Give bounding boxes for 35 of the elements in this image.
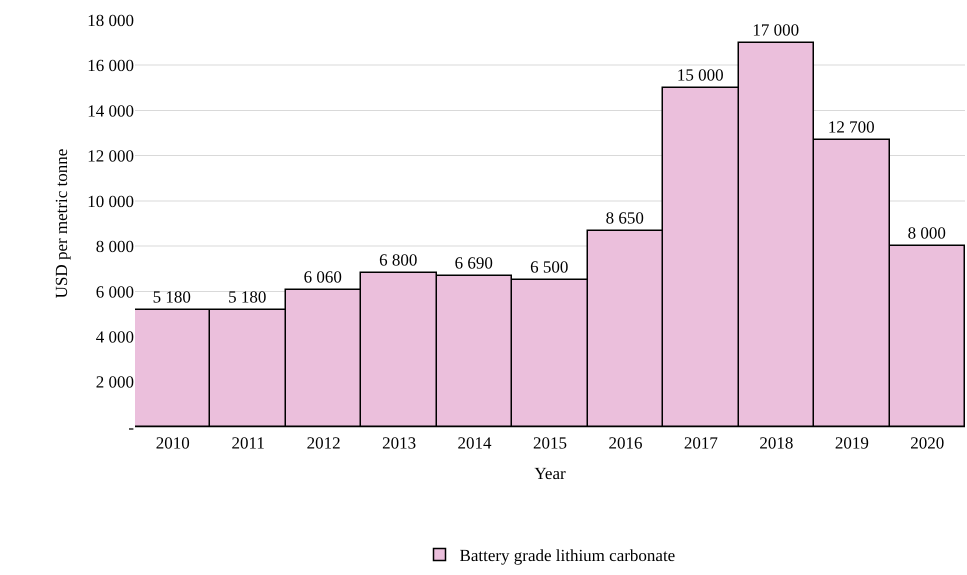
x-tick-label: 2018: [759, 433, 794, 452]
y-tick-label: 18 000: [87, 10, 134, 30]
x-tick-label: 2017: [684, 433, 718, 452]
x-tick-label: 2011: [231, 433, 265, 452]
data-label: 6 690: [454, 253, 493, 272]
x-tick-label: 2019: [834, 433, 869, 452]
data-label: 12 700: [828, 117, 875, 136]
data-label: 15 000: [676, 65, 724, 84]
x-tick-label: 2013: [382, 433, 416, 452]
data-label: 5 180: [228, 287, 266, 306]
x-tick-label: 2014: [458, 433, 492, 452]
y-tick-label: 4 000: [96, 328, 134, 347]
x-tick-label: 2016: [608, 433, 642, 452]
x-tick-label: 2010: [156, 433, 190, 452]
x-axis-title: Year: [534, 464, 566, 483]
data-label: 6 500: [530, 257, 568, 276]
y-tick-label: 2 000: [96, 372, 134, 392]
y-tick-label: 12 000: [87, 146, 134, 166]
y-tick-label: 14 000: [87, 101, 134, 120]
x-tick-label: 2020: [910, 433, 944, 452]
x-tick-label: 2015: [533, 433, 567, 452]
y-tick-label: 10 000: [87, 192, 134, 211]
data-label: 5 180: [152, 287, 191, 306]
legend-label: Battery grade lithium carbonate: [460, 546, 676, 566]
data-label: 6 800: [379, 250, 418, 270]
data-label: 17 000: [752, 20, 800, 40]
y-tick-label: 8 000: [96, 237, 134, 256]
data-label: 8 650: [606, 208, 644, 228]
y-tick-label: 16 000: [87, 56, 134, 76]
data-label: 8 000: [908, 223, 946, 242]
y-tick-label: -: [128, 418, 134, 437]
data-label: 6 060: [304, 267, 342, 286]
y-tick-label: 6 000: [96, 282, 134, 302]
y-axis-title: USD per metric tonne: [52, 148, 71, 298]
x-tick-label: 2012: [306, 433, 341, 452]
